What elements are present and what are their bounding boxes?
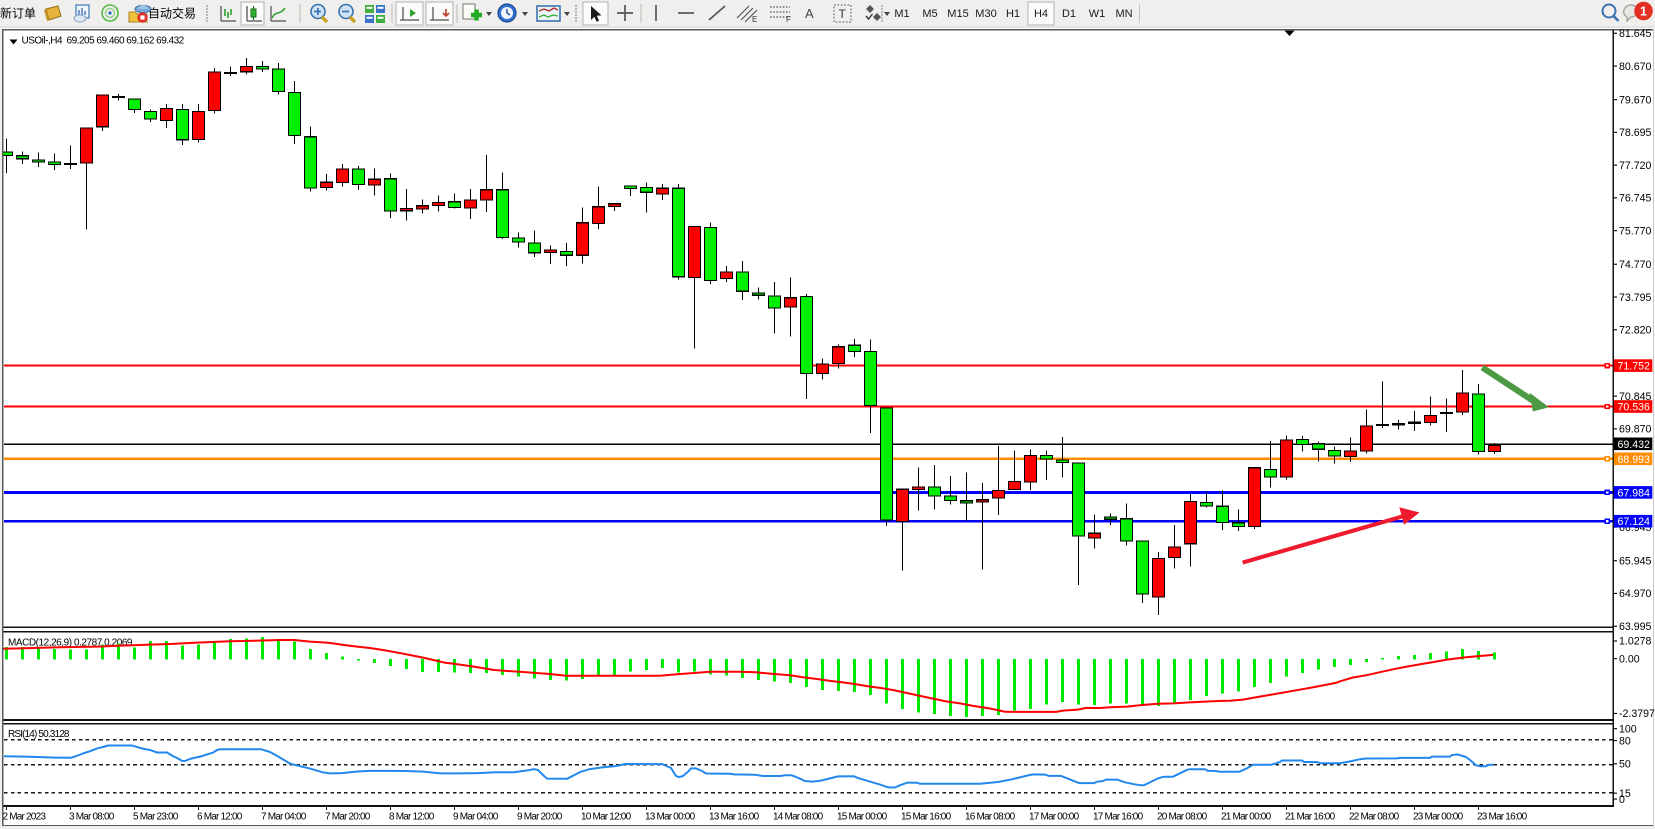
svg-text:14 Mar 08:00: 14 Mar 08:00 — [773, 811, 824, 822]
svg-text:21 Mar 16:00: 21 Mar 16:00 — [1285, 811, 1336, 822]
svg-text:13 Mar 00:00: 13 Mar 00:00 — [645, 811, 696, 822]
svg-text:USOil-,H4 69.205 69.460 69.16: USOil-,H4 69.205 69.460 69.162 69.432 — [22, 36, 185, 47]
svg-text:20 Mar 08:00: 20 Mar 08:00 — [1157, 811, 1208, 822]
svg-text:17 Mar 16:00: 17 Mar 16:00 — [1093, 811, 1144, 822]
svg-text:77.720: 77.720 — [1619, 160, 1652, 172]
svg-text:5 Mar 23:00: 5 Mar 23:00 — [133, 811, 179, 822]
svg-text:69.432: 69.432 — [1618, 439, 1651, 451]
svg-text:15: 15 — [1619, 788, 1631, 800]
svg-text:MACD(12,26,9) 0.2787 0.2069: MACD(12,26,9) 0.2787 0.2069 — [8, 638, 133, 649]
svg-text:M30: M30 — [975, 8, 996, 20]
svg-text:0: 0 — [1619, 794, 1625, 806]
svg-text:17 Mar 00:00: 17 Mar 00:00 — [1029, 811, 1080, 822]
svg-text:76.745: 76.745 — [1619, 193, 1652, 205]
svg-text:72.820: 72.820 — [1619, 325, 1652, 337]
svg-text:69.870: 69.870 — [1619, 424, 1652, 436]
svg-text:80: 80 — [1619, 735, 1631, 747]
svg-text:自动交易: 自动交易 — [148, 6, 196, 21]
svg-text:7 Mar 20:00: 7 Mar 20:00 — [325, 811, 371, 822]
svg-text:RSI(14) 50.3128: RSI(14) 50.3128 — [8, 729, 70, 740]
svg-text:15 Mar 16:00: 15 Mar 16:00 — [901, 811, 952, 822]
svg-text:7 Mar 04:00: 7 Mar 04:00 — [261, 811, 307, 822]
svg-text:H1: H1 — [1006, 8, 1020, 20]
svg-text:81.645: 81.645 — [1619, 28, 1652, 40]
svg-text:MN: MN — [1115, 8, 1132, 20]
svg-text:9 Mar 04:00: 9 Mar 04:00 — [453, 811, 499, 822]
svg-text:75.770: 75.770 — [1619, 225, 1652, 237]
svg-text:8 Mar 12:00: 8 Mar 12:00 — [389, 811, 435, 822]
svg-text:1.0278: 1.0278 — [1619, 636, 1652, 648]
svg-text:M15: M15 — [947, 8, 968, 20]
svg-text:3 Mar 08:00: 3 Mar 08:00 — [69, 811, 115, 822]
svg-text:2 Mar 2023: 2 Mar 2023 — [3, 811, 47, 822]
svg-text:16 Mar 08:00: 16 Mar 08:00 — [965, 811, 1016, 822]
svg-text:新订单: 新订单 — [0, 6, 36, 21]
svg-text:50: 50 — [1619, 759, 1631, 771]
svg-text:M1: M1 — [894, 8, 909, 20]
svg-text:100: 100 — [1619, 723, 1637, 735]
svg-text:80.670: 80.670 — [1619, 61, 1652, 73]
svg-text:0.00: 0.00 — [1619, 653, 1640, 665]
svg-text:74.770: 74.770 — [1619, 259, 1652, 271]
svg-text:73.795: 73.795 — [1619, 292, 1652, 304]
svg-text:E: E — [752, 15, 757, 24]
svg-text:70.536: 70.536 — [1618, 402, 1651, 414]
svg-text:71.752: 71.752 — [1618, 361, 1651, 373]
svg-text:D1: D1 — [1062, 8, 1076, 20]
svg-text:68.993: 68.993 — [1618, 454, 1651, 466]
svg-text:21 Mar 00:00: 21 Mar 00:00 — [1221, 811, 1272, 822]
svg-text:T: T — [839, 7, 847, 21]
svg-text:23 Mar 16:00: 23 Mar 16:00 — [1477, 811, 1528, 822]
svg-text:F: F — [786, 15, 791, 24]
svg-text:W1: W1 — [1089, 8, 1106, 20]
svg-text:70.845: 70.845 — [1619, 391, 1652, 403]
svg-text:22 Mar 08:00: 22 Mar 08:00 — [1349, 811, 1400, 822]
svg-text:65.945: 65.945 — [1619, 556, 1652, 568]
svg-text:1: 1 — [1640, 4, 1647, 18]
svg-text:78.695: 78.695 — [1619, 127, 1652, 139]
svg-text:67.984: 67.984 — [1618, 487, 1651, 499]
svg-text:H4: H4 — [1034, 8, 1048, 20]
svg-text:23 Mar 00:00: 23 Mar 00:00 — [1413, 811, 1464, 822]
svg-text:15 Mar 00:00: 15 Mar 00:00 — [837, 811, 888, 822]
svg-text:79.670: 79.670 — [1619, 94, 1652, 106]
svg-text:A: A — [805, 6, 814, 21]
svg-text:67.124: 67.124 — [1618, 516, 1651, 528]
svg-text:9 Mar 20:00: 9 Mar 20:00 — [517, 811, 563, 822]
svg-text:10 Mar 12:00: 10 Mar 12:00 — [581, 811, 632, 822]
svg-text:-2.3797: -2.3797 — [1619, 708, 1655, 720]
svg-text:M5: M5 — [922, 8, 937, 20]
svg-text:6 Mar 12:00: 6 Mar 12:00 — [197, 811, 243, 822]
svg-text:64.970: 64.970 — [1619, 588, 1652, 600]
svg-text:13 Mar 16:00: 13 Mar 16:00 — [709, 811, 760, 822]
svg-text:63.995: 63.995 — [1619, 621, 1652, 633]
